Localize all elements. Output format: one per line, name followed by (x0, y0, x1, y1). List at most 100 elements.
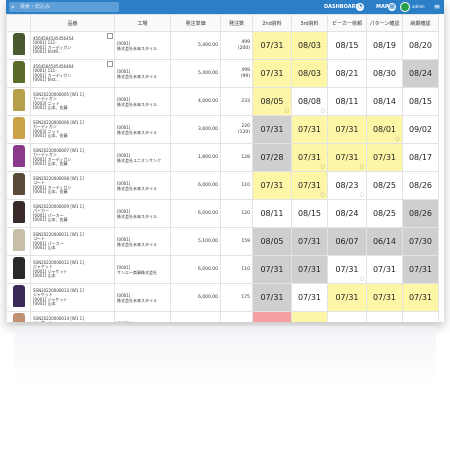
product-name-cell[interactable]: SSN20220000007 [W1 1] カーディガン [0001] カーディ… (30, 143, 115, 172)
col-header-image[interactable] (6, 14, 31, 32)
cell-delivery-check[interactable]: 07/31 (402, 283, 439, 312)
cell-2nd-sample[interactable]: 07/31 (252, 171, 292, 200)
cell-3rd-sample[interactable]: 08/03 (291, 31, 328, 60)
cell-3rd-sample[interactable]: 08/15 (291, 199, 328, 228)
cell-beaker-request[interactable]: 07/31 ◌ (327, 143, 367, 172)
comment-icon[interactable]: ◌ (320, 164, 325, 170)
product-thumbnail[interactable] (12, 313, 25, 322)
comment-icon[interactable]: ◌ (320, 192, 325, 198)
product-thumbnail-cell[interactable] (6, 115, 31, 144)
col-header-beaker-request[interactable]: ビーカー依頼 (327, 14, 367, 32)
comment-icon[interactable]: ◌ (395, 136, 400, 142)
cell-3rd-sample[interactable]: 07/31 (291, 283, 328, 312)
cell-pattern-check[interactable]: 07/31 (366, 283, 403, 312)
cell-3rd-sample[interactable]: 08/03 (291, 311, 328, 322)
cell-pattern-check[interactable]: 08/14 (366, 87, 403, 116)
table-row[interactable]: SSN20220000013 [W1 1] ジャケット [0001] ジャケット… (6, 283, 439, 312)
product-thumbnail-cell[interactable] (6, 31, 31, 60)
row-checkbox[interactable] (107, 61, 113, 67)
cell-pattern-check[interactable]: 08/19 (366, 31, 403, 60)
nav-dashboard-link[interactable]: DASHBOARD (324, 4, 360, 10)
col-header-quantity[interactable]: 発注数 (220, 14, 253, 32)
table-row[interactable]: SSN20220000008 [W1 1] コート [0001] カーディガン … (6, 171, 439, 200)
product-thumbnail[interactable] (12, 285, 25, 307)
product-thumbnail[interactable] (12, 33, 25, 55)
cell-delivery-check[interactable]: 08/15 (402, 87, 439, 116)
cell-beaker-request[interactable]: 08/24 (327, 199, 367, 228)
cell-2nd-sample[interactable]: 07/31 (252, 59, 292, 88)
cell-delivery-check[interactable]: 08/24 (402, 59, 439, 88)
cell-2nd-sample[interactable]: 08/11 (252, 199, 292, 228)
col-header-unit-price[interactable]: 発注単価 (170, 14, 221, 32)
product-thumbnail-cell[interactable] (6, 227, 31, 256)
cell-delivery-check[interactable]: 09/02 (402, 115, 439, 144)
product-name-cell[interactable]: SSN20220000014 [W1 1] ジャケット [0001] ジャケット… (30, 311, 115, 322)
product-name-cell[interactable]: SSN20220000009 [W1 1] パーカー [0001] パーカー [… (30, 199, 115, 228)
comment-icon[interactable]: ◌ (359, 192, 364, 198)
product-thumbnail-cell[interactable] (6, 283, 31, 312)
product-name-cell[interactable]: SSN20220000008 [W1 1] コート [0001] カーディガン … (30, 171, 115, 200)
cell-delivery-check[interactable]: 07/30 (402, 227, 439, 256)
hamburger-icon[interactable]: ≡ (433, 2, 441, 11)
cell-delivery-check[interactable]: 08/26 (402, 171, 439, 200)
comment-icon[interactable]: ◌ (284, 108, 289, 114)
table-row[interactable]: SSN20220000005 [W1 1] カーディガン [0003] ニット … (6, 87, 439, 116)
product-thumbnail[interactable] (12, 117, 25, 139)
cell-delivery-check[interactable]: 08/26 (402, 199, 439, 228)
table-row[interactable]: SSN20220000011 [W1 1] コート [0001] パーカー [0… (6, 227, 439, 256)
product-name-cell[interactable]: 4564564545456454 [0001] 111- [0001] カーディ… (30, 31, 115, 60)
cell-2nd-sample[interactable]: 07/31 (252, 311, 292, 322)
product-thumbnail-cell[interactable] (6, 143, 31, 172)
product-thumbnail[interactable] (12, 173, 25, 195)
cell-2nd-sample[interactable]: 07/31 (252, 115, 292, 144)
cell-3rd-sample[interactable]: 08/03 (291, 59, 328, 88)
cell-pattern-check[interactable]: 08/30 (366, 59, 403, 88)
col-header-2nd-sample[interactable]: 2nd資料 (252, 14, 292, 32)
comment-icon[interactable]: ◌ (359, 164, 364, 170)
table-row[interactable]: SSN20220000014 [W1 1] ジャケット [0001] ジャケット… (6, 311, 439, 322)
nav-map-link[interactable]: MAP (376, 4, 389, 10)
cell-2nd-sample[interactable]: 07/28 (252, 143, 292, 172)
table-row[interactable]: SSN20220000006 [W1 1] カーディガン [0003] ニット … (6, 115, 439, 144)
product-thumbnail-cell[interactable] (6, 311, 31, 322)
user-menu[interactable]: admin (400, 2, 428, 12)
cell-2nd-sample[interactable]: 08/05 ◌ (252, 87, 292, 116)
comment-icon[interactable]: ◌ (359, 276, 364, 282)
product-thumbnail-cell[interactable] (6, 199, 31, 228)
product-thumbnail[interactable] (12, 89, 25, 111)
product-thumbnail[interactable] (12, 61, 25, 83)
product-thumbnail[interactable] (12, 229, 25, 251)
product-thumbnail-cell[interactable] (6, 87, 31, 116)
cell-pattern-check[interactable]: 08/25 (366, 171, 403, 200)
table-row[interactable]: SSN20220000012 [W1 1] ジャケット [0001] ジャケット… (6, 255, 439, 284)
cell-beaker-request[interactable]: 07/31 (327, 283, 367, 312)
table-row[interactable]: 4564564545456464 [0001] 111- [0001] カーディ… (6, 59, 439, 88)
dashboard-icon[interactable]: ◔ (356, 3, 364, 11)
cell-beaker-request[interactable]: 08/15 (327, 31, 367, 60)
cell-delivery-check[interactable]: 08/17 (402, 143, 439, 172)
cell-3rd-sample[interactable]: 07/31 (291, 227, 328, 256)
cell-2nd-sample[interactable]: 07/31 (252, 31, 292, 60)
product-name-cell[interactable]: SSN20220000005 [W1 1] カーディガン [0003] ニット … (30, 87, 115, 116)
row-checkbox[interactable] (107, 33, 113, 39)
cell-3rd-sample[interactable]: 07/31 (291, 255, 328, 284)
cell-beaker-request[interactable]: 08/11 (327, 87, 367, 116)
product-name-cell[interactable]: SSN20220000013 [W1 1] ジャケット [0001] ジャケット… (30, 283, 115, 312)
table-row[interactable]: SSN20220000007 [W1 1] カーディガン [0001] カーディ… (6, 143, 439, 172)
product-name-cell[interactable]: SSN20220000006 [W1 1] カーディガン [0003] ニット … (30, 115, 115, 144)
cell-pattern-check[interactable]: 07/31 (366, 255, 403, 284)
table-row[interactable]: 4564564545456454 [0001] 111- [0001] カーディ… (6, 31, 439, 60)
cell-3rd-sample[interactable]: 07/31 ◌ (291, 171, 328, 200)
cell-3rd-sample[interactable]: 07/31 (291, 115, 328, 144)
map-icon[interactable]: ▦ (388, 3, 396, 11)
cell-pattern-check[interactable]: 07/31 (366, 143, 403, 172)
search-input[interactable]: ⌕ 検索・絞込み (9, 2, 119, 12)
cell-delivery-check[interactable]: 08/20 (402, 31, 439, 60)
cell-3rd-sample[interactable]: 08/08 ◌ (291, 87, 328, 116)
product-thumbnail[interactable] (12, 257, 25, 279)
col-header-3rd-sample[interactable]: 3rd資料 (291, 14, 328, 32)
product-thumbnail-cell[interactable] (6, 171, 31, 200)
cell-beaker-request[interactable]: 08/23 ◌ (327, 171, 367, 200)
product-name-cell[interactable]: 4564564545456464 [0001] 111- [0001] カーディ… (30, 59, 115, 88)
col-header-product-code[interactable]: 品番 (30, 14, 115, 32)
